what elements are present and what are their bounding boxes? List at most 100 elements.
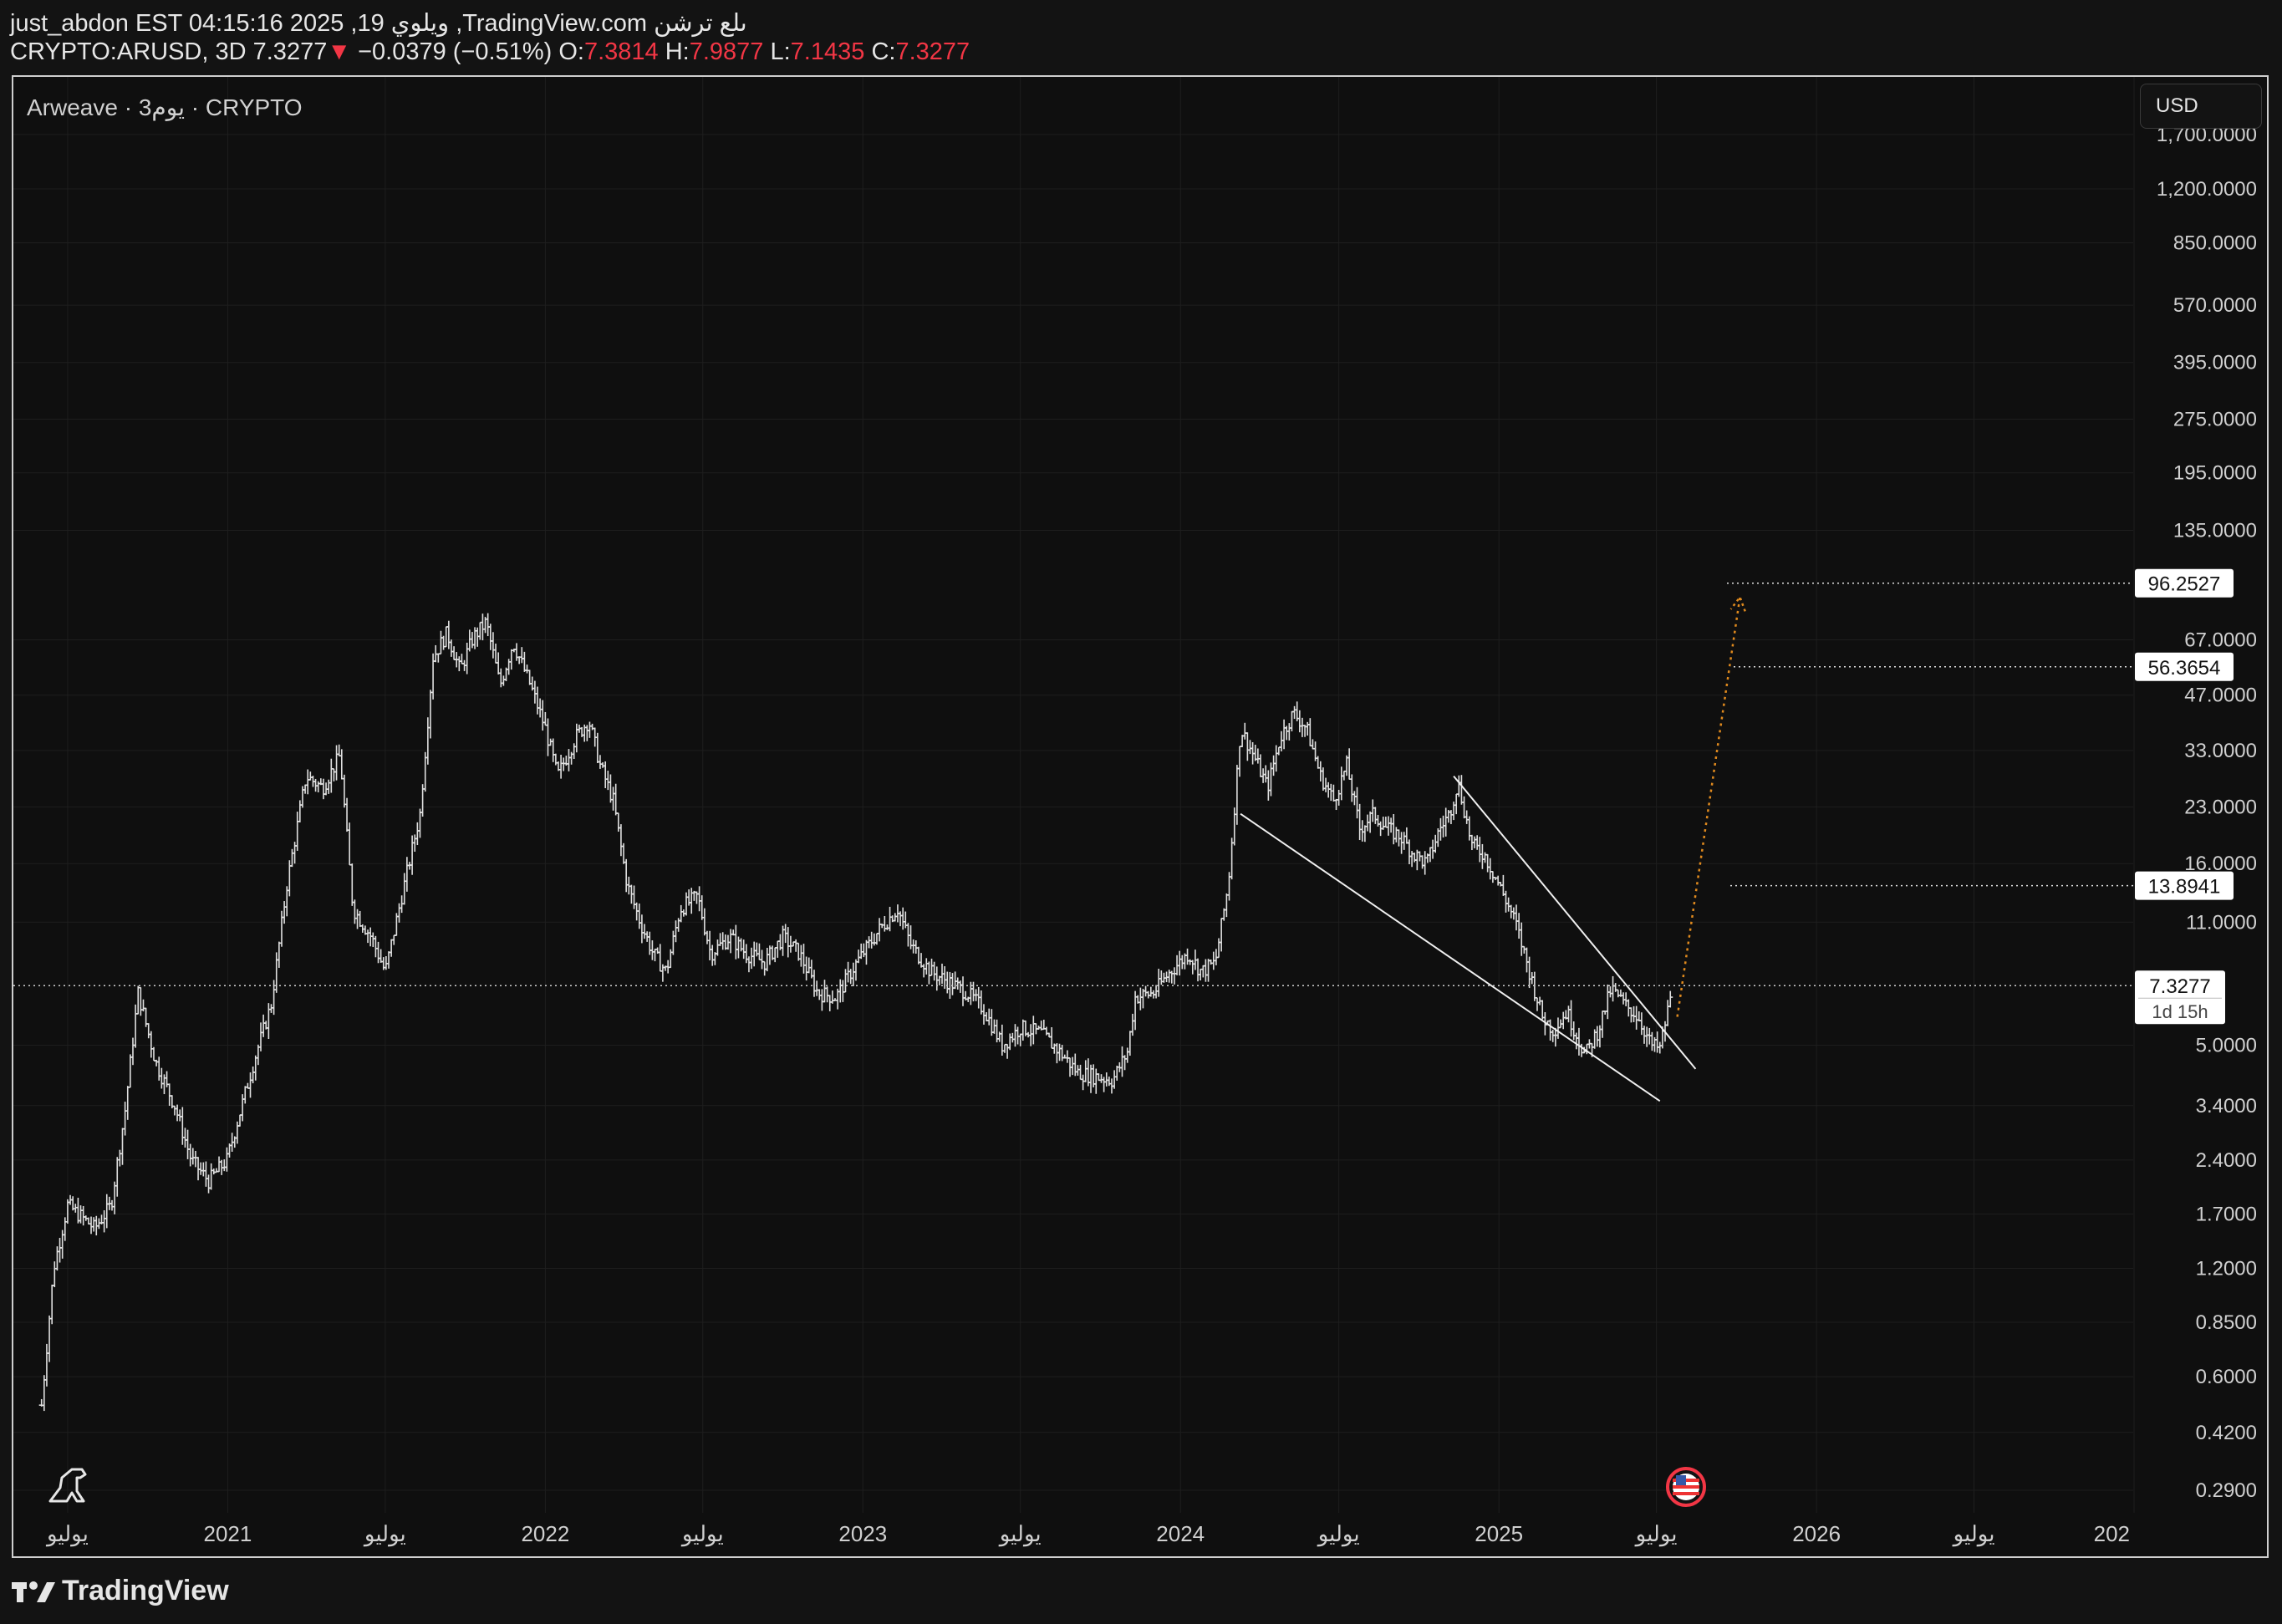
us-flag-icon[interactable] [1666, 1467, 1706, 1507]
ohlc-bar [292, 842, 298, 864]
ohlc-bar [78, 1205, 84, 1224]
ohlc-bar [43, 1343, 49, 1387]
ohlc-bar [542, 711, 548, 726]
ohlc-bar [1383, 817, 1388, 828]
ohlc-bar [1475, 835, 1480, 850]
ohlc-bar [339, 749, 344, 780]
ohlc-bar [201, 1162, 206, 1177]
ohlc-bar [331, 768, 337, 781]
ohlc-bar [1668, 990, 1673, 1008]
ohlc-bar [148, 1031, 154, 1058]
ohlc-bar [913, 940, 919, 954]
ohlc-bar [1028, 1024, 1034, 1046]
ohlc-bar [892, 913, 898, 922]
ohlc-bar [1644, 1026, 1650, 1047]
price-axis[interactable]: 1,700.00001,200.0000850.0000570.0000395.… [2157, 124, 2257, 1502]
wedge-line-upper [1453, 775, 1697, 1070]
ohlc-bar [848, 969, 853, 985]
ohlc-bar [222, 1159, 227, 1172]
ohlc-bar [743, 944, 749, 964]
ohlc-bar [386, 951, 392, 969]
ohlc-bar [389, 939, 395, 957]
ohlc-bar [910, 939, 916, 954]
y-tick-label: 23.0000 [2184, 796, 2257, 818]
currency-button[interactable]: USD [2140, 84, 2262, 129]
ohlc-bar [80, 1205, 86, 1226]
ohlc-bar [125, 1086, 130, 1120]
y-tick-label: 1.2000 [2196, 1257, 2257, 1280]
ohlc-bar [618, 824, 624, 857]
x-tick-label: يوليو [680, 1521, 724, 1547]
ohlc-bar [273, 952, 279, 993]
close-value: 7.3277 [895, 38, 970, 65]
ohlc-bar [801, 944, 807, 974]
ohlc-bar [615, 812, 621, 832]
ohlc-bar [1289, 710, 1295, 732]
ohlc-bar [1041, 1019, 1047, 1031]
ohlc-bar [1448, 810, 1454, 825]
ohlc-bar [642, 924, 648, 939]
ohlc-bar [535, 686, 541, 715]
ohlc-bar [110, 1199, 115, 1211]
ohlc-bar [1323, 777, 1329, 792]
ohlc-bar [357, 910, 363, 927]
y-tick-label: 0.4200 [2196, 1422, 2257, 1444]
chart-pane[interactable] [12, 75, 2269, 1558]
ohlc-bar [1547, 1019, 1553, 1041]
ohlc-bar [1276, 746, 1281, 756]
ohlc-bar [156, 1056, 162, 1081]
ohlc-bar [1320, 767, 1326, 792]
ohlc-bar [252, 1055, 258, 1081]
ohlc-bar [1401, 832, 1407, 850]
high-label: H: [665, 38, 690, 65]
ohlc-bar [882, 915, 888, 932]
x-tick-label: يوليو [998, 1521, 1042, 1547]
ohlc-bar [819, 989, 825, 1011]
ohlc-bar [524, 664, 530, 674]
drawings[interactable] [13, 582, 2133, 1102]
ohlc-bar [1529, 972, 1535, 985]
ohlc-bar [1612, 983, 1618, 992]
ohlc-bar [206, 1174, 211, 1194]
time-axis[interactable]: يوليو 2021 يوليو 2022 يوليو 2023 يوليو 2024 يولي… [45, 1521, 2130, 1547]
ohlc-bar [1540, 1000, 1546, 1020]
price-tags: 96.2527 56.3654 13.8941 7.3277 1d 15h [2135, 568, 2234, 1025]
ohlc-bar [1454, 793, 1459, 815]
ohlc-bar [571, 743, 577, 760]
ohlc-bar [1459, 775, 1464, 805]
ohlc-bar [1412, 853, 1418, 863]
ohlc-bar [308, 771, 313, 781]
y-tick-label: 195.0000 [2173, 462, 2257, 485]
ohlc-bar [929, 958, 935, 976]
ohlc-bar [441, 635, 446, 650]
ohlc-bar [1310, 739, 1316, 750]
ohlc-bar [1440, 815, 1446, 837]
ohlc-bar [921, 964, 927, 978]
ohlc-bar [198, 1162, 204, 1175]
ohlc-bar [112, 1181, 118, 1214]
ohlc-bar [829, 990, 835, 1004]
ohlc-bar [1122, 1055, 1128, 1071]
ohlc-bar [1205, 959, 1211, 982]
y-tick-label: 67.0000 [2184, 629, 2257, 651]
ohlc-bar [522, 651, 527, 672]
ohlc-bar [1466, 816, 1472, 841]
ohlc-bar [320, 778, 326, 800]
ohlc-bar [347, 822, 353, 866]
ohlc-bar [1129, 1013, 1135, 1036]
x-tick-label: يوليو [1317, 1521, 1360, 1547]
ohlc-bar [480, 613, 486, 641]
ohlc-bar [75, 1198, 81, 1224]
ohlc-bar [1594, 1026, 1600, 1047]
tradingview-logo[interactable]: TradingView [12, 1575, 229, 1607]
ohlc-bar [211, 1168, 216, 1175]
ohlc-bar [1064, 1050, 1070, 1063]
ohlc-bar [1195, 958, 1201, 982]
ohlc-bar [639, 914, 644, 944]
ohlc-bar [1480, 843, 1485, 869]
ohlc-bar [1106, 1077, 1112, 1087]
ohlc-bar [558, 754, 564, 779]
ohlc-bar [1261, 768, 1266, 783]
ohlc-bar [1208, 959, 1214, 965]
